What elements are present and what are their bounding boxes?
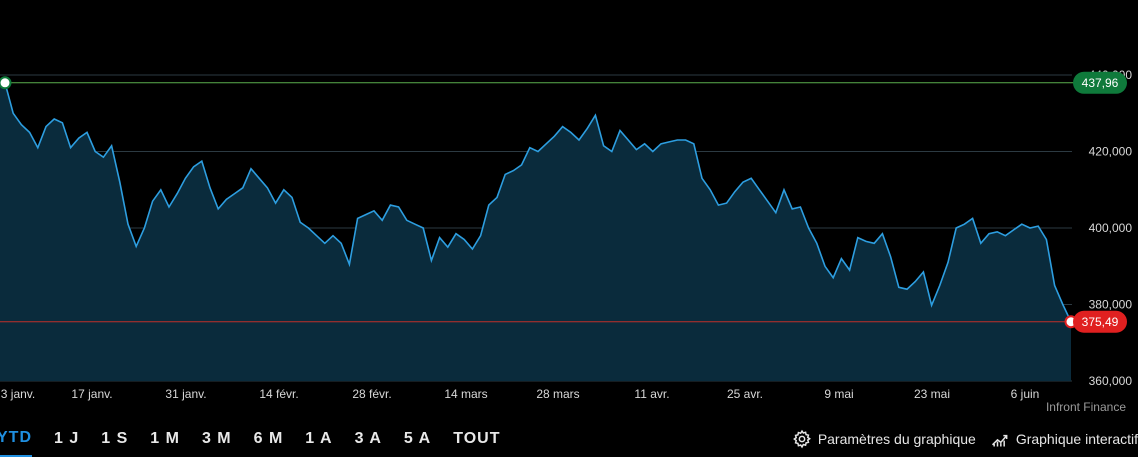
range-3m[interactable]: 3 M: [201, 429, 232, 447]
y-tick-label: 360,000: [1089, 374, 1133, 388]
high-point-marker: [0, 76, 12, 90]
x-tick-label: 14 mars: [444, 387, 487, 401]
chart-markers: 437,96 375,49: [0, 71, 1127, 333]
y-tick-label: 400,000: [1089, 221, 1133, 235]
y-tick-label: 380,000: [1089, 298, 1133, 312]
high-value-badge-text: 437,96: [1082, 76, 1119, 90]
chart-settings-button[interactable]: Paramètres du graphique: [792, 429, 976, 449]
x-tick-label: 17 janv.: [71, 387, 112, 401]
range-selector: YTD 1 J 1 S 1 M 3 M 6 M 1 A 3 A 5 A TOUT: [0, 420, 522, 457]
price-area: [0, 82, 1071, 382]
x-tick-label: 14 févr.: [259, 387, 298, 401]
low-value-badge-text: 375,49: [1082, 315, 1119, 329]
x-tick-label: 11 avr.: [634, 387, 669, 401]
interactive-chart-label: Graphique interactif: [1015, 430, 1138, 447]
range-1j[interactable]: 1 J: [54, 429, 80, 447]
chart-tools: Paramètres du graphique Graphique intera…: [778, 420, 1138, 457]
chart-toolbar: YTD 1 J 1 S 1 M 3 M 6 M 1 A 3 A 5 A TOUT…: [0, 420, 1138, 457]
interactive-chart-button[interactable]: Graphique interactif: [990, 429, 1138, 449]
high-value-badge: [1073, 71, 1127, 94]
range-1a[interactable]: 1 A: [305, 429, 333, 447]
y-tick-label: 420,000: [1089, 145, 1133, 159]
range-6m[interactable]: 6 M: [253, 429, 284, 447]
range-1m[interactable]: 1 M: [150, 429, 180, 447]
x-tick-label: 23 mai: [914, 387, 950, 401]
data-source-label: Infront Finance: [1045, 400, 1126, 414]
x-tick-label: 6 juin: [1011, 387, 1040, 401]
x-tick-label: 25 avr.: [727, 387, 763, 401]
gear-icon: [792, 429, 811, 448]
x-tick-label: 3 janv.: [1, 387, 35, 401]
x-axis-labels: 3 janv. 17 janv. 31 janv. 14 févr. 28 févr. 1…: [1, 387, 1040, 401]
x-tick-label: 28 févr.: [352, 387, 391, 401]
range-1s[interactable]: 1 S: [101, 429, 129, 447]
x-tick-label: 9 mai: [824, 387, 853, 401]
range-ytd[interactable]: YTD: [0, 420, 32, 457]
x-tick-label: 28 mars: [536, 387, 579, 401]
x-tick-label: 31 janv.: [165, 387, 206, 401]
chart-settings-label: Paramètres du graphique: [817, 430, 976, 447]
low-value-badge: [1073, 310, 1127, 333]
price-line[interactable]: [4, 82, 1072, 323]
range-tout[interactable]: TOUT: [453, 429, 501, 447]
range-5a[interactable]: 5 A: [403, 429, 432, 447]
range-3a[interactable]: 3 A: [354, 429, 382, 447]
chart-line-icon: [991, 434, 1008, 446]
